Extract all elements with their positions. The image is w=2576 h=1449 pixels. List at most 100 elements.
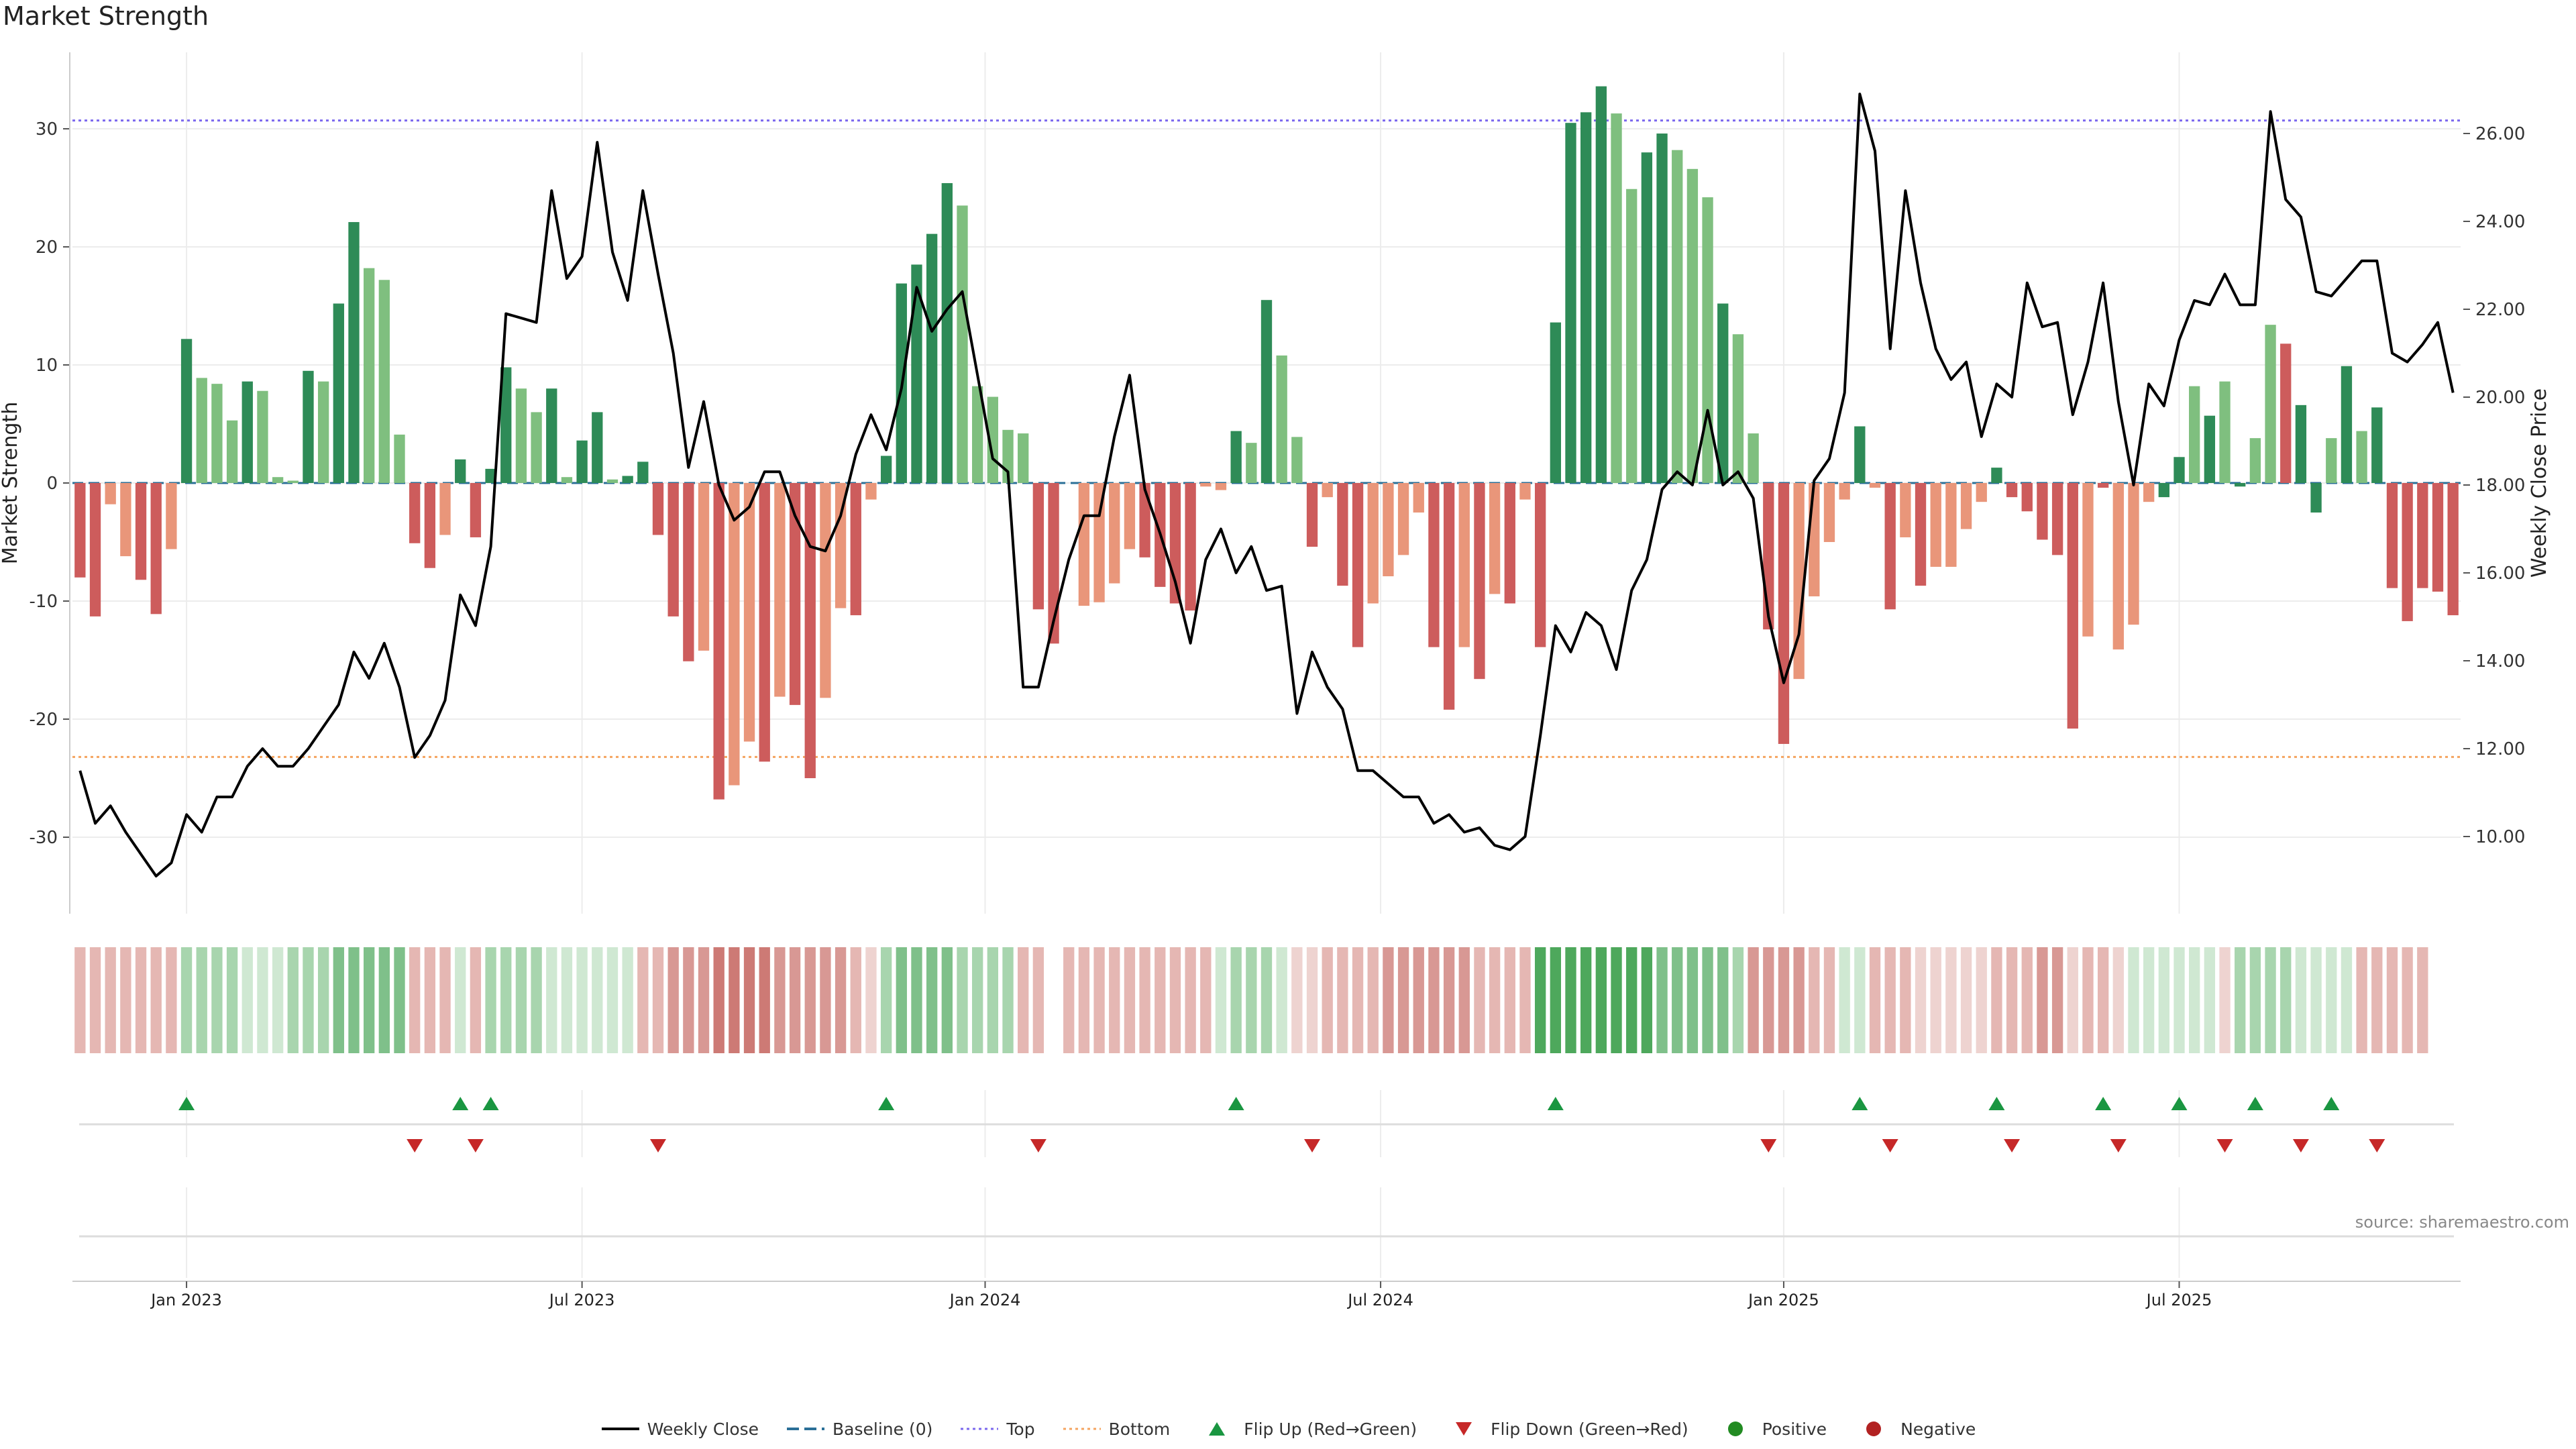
strength-bar — [333, 303, 344, 483]
strength-bar — [774, 483, 786, 697]
flip-down-marker — [2110, 1139, 2127, 1152]
heat-cell — [1383, 947, 1394, 1053]
strength-bar — [105, 483, 116, 504]
heat-cell — [364, 947, 375, 1053]
strength-bar — [1534, 483, 1546, 647]
heat-cell — [2341, 947, 2353, 1053]
strength-bar — [409, 483, 421, 543]
strength-bar — [1580, 112, 1592, 484]
heat-cell — [166, 947, 177, 1053]
heat-cell — [1595, 947, 1607, 1053]
legend-item: Positive — [1715, 1419, 1827, 1439]
strength-bar — [2265, 325, 2276, 483]
heat-cell — [272, 947, 284, 1053]
heat-cell — [1489, 947, 1501, 1053]
left-tick-label: 0 — [46, 474, 58, 494]
heat-cell — [2097, 947, 2109, 1053]
heat-cell — [2037, 947, 2048, 1053]
heat-cell — [1352, 947, 1364, 1053]
heat-cell — [1748, 947, 1759, 1053]
heat-cell — [667, 947, 679, 1053]
strength-bar — [1367, 483, 1379, 604]
strength-bar — [2158, 483, 2169, 498]
strength-bar — [2037, 483, 2048, 540]
heat-cell — [1002, 947, 1014, 1053]
legend-item: Top — [959, 1419, 1035, 1439]
heat-cell — [2280, 947, 2292, 1053]
strength-bar — [74, 483, 86, 578]
heat-cell — [1124, 947, 1136, 1053]
heat-cell — [2295, 947, 2307, 1053]
flip-up-marker — [1228, 1097, 1244, 1110]
heat-cell — [1018, 947, 1029, 1053]
strength-bar — [941, 182, 953, 483]
heat-cell — [1809, 947, 1820, 1053]
strength-bar — [2386, 483, 2398, 588]
strength-bar — [1124, 483, 1136, 549]
strength-bar — [911, 264, 922, 483]
heat-cell — [1109, 947, 1120, 1053]
strength-bar — [2189, 386, 2200, 483]
strength-bar — [1991, 468, 2002, 483]
strength-bar — [135, 483, 147, 580]
heat-cell — [1367, 947, 1379, 1053]
strength-bar — [241, 381, 253, 483]
strength-bar — [546, 388, 557, 483]
heat-cell — [1991, 947, 2002, 1053]
flip-down-marker — [1760, 1139, 1777, 1152]
strength-bar — [1078, 483, 1090, 606]
legend-item: Flip Down (Green→Red) — [1444, 1419, 1688, 1439]
strength-bar — [226, 420, 238, 483]
strength-bar — [1626, 189, 1638, 483]
strength-bar — [606, 479, 619, 483]
flip-down-marker — [1304, 1139, 1321, 1152]
heat-cell — [2326, 947, 2337, 1053]
strength-bar — [1306, 483, 1318, 547]
flip-markers — [79, 1097, 2454, 1238]
heat-cell — [257, 947, 268, 1053]
heat-cell — [1565, 947, 1576, 1053]
strength-bar — [1428, 483, 1440, 647]
strength-bar — [1656, 133, 1668, 484]
flip-up-marker — [2247, 1097, 2263, 1110]
strength-bar — [317, 381, 329, 483]
dot-icon — [1063, 1428, 1101, 1430]
heat-cell — [2356, 947, 2367, 1053]
heat-cell — [348, 947, 360, 1053]
heat-cell — [1763, 947, 1774, 1053]
heat-cell — [1093, 947, 1105, 1053]
strength-bar — [1246, 443, 1257, 483]
heat-cell — [1793, 947, 1805, 1053]
strength-bar — [576, 440, 588, 483]
price-line — [78, 93, 2455, 877]
strength-bar — [348, 222, 360, 483]
legend-label: Top — [1006, 1419, 1035, 1439]
heat-cell — [1641, 947, 1653, 1053]
heat-cell — [317, 947, 329, 1053]
strength-bar — [378, 280, 390, 483]
flip-up-marker — [1988, 1097, 2005, 1110]
heat-cell — [865, 947, 877, 1053]
strength-bar — [1839, 483, 1850, 500]
line-icon — [601, 1428, 639, 1430]
strength-bar — [804, 483, 816, 778]
heat-cell — [1337, 947, 1348, 1053]
heat-cell — [1200, 947, 1212, 1053]
strength-bar — [713, 483, 724, 800]
heat-cell — [2235, 947, 2246, 1053]
heat-cell — [1656, 947, 1668, 1053]
strength-bar — [2097, 483, 2109, 488]
heat-cell — [333, 947, 344, 1053]
heat-cell — [485, 947, 496, 1053]
strength-bar — [1322, 483, 1333, 498]
strength-bar — [287, 480, 299, 483]
left-tick-label: 20 — [36, 237, 58, 258]
heat-cell — [1139, 947, 1150, 1053]
right-tick-label: 12.00 — [2475, 739, 2525, 759]
heat-cell — [1930, 947, 1941, 1053]
strength-bar — [1458, 483, 1470, 647]
heat-cell — [637, 947, 649, 1053]
heat-cell — [531, 947, 542, 1053]
heat-cell — [2112, 947, 2124, 1053]
heat-cell — [987, 947, 999, 1053]
